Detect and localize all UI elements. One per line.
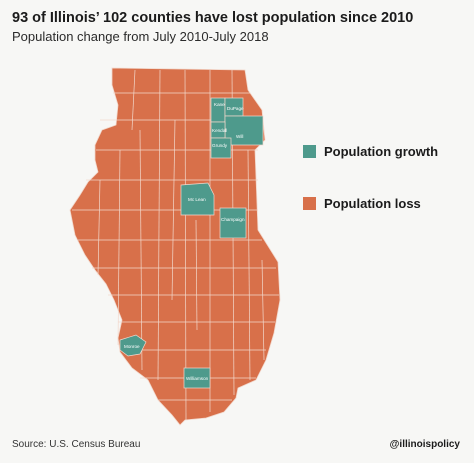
chart-subtitle: Population change from July 2010-July 20… [12, 29, 269, 44]
county-monroe [119, 334, 147, 357]
legend-growth: Population growth [303, 143, 438, 159]
legend-loss-label: Population loss [324, 195, 421, 211]
social-handle: @illinoispolicy [389, 439, 460, 450]
legend-loss-swatch [303, 196, 316, 210]
source-note: Source: U.S. Census Bureau [12, 439, 141, 450]
county-champaign [219, 207, 247, 239]
legend-growth-swatch [303, 144, 316, 158]
chart-title: 93 of Illinois’ 102 counties have lost p… [12, 10, 414, 26]
label-will: Will [236, 134, 243, 139]
legend-loss: Population loss [303, 195, 421, 211]
county-mclean [180, 182, 215, 216]
legend-growth-label: Population growth [324, 143, 439, 159]
county-grundy [210, 137, 232, 159]
label-grundy: Grundy [212, 143, 228, 148]
label-dupage: DuPage [227, 106, 244, 111]
label-williamson: Williamson [186, 376, 209, 381]
label-mclean: Mc Lean [188, 197, 206, 202]
label-monroe: Monroe [124, 344, 140, 349]
label-kane: Kane [214, 102, 225, 107]
label-kendall: Kendall [212, 128, 227, 133]
label-champaign: Champaign [221, 217, 245, 222]
county-williamson [183, 367, 211, 389]
county-borders [72, 69, 279, 421]
